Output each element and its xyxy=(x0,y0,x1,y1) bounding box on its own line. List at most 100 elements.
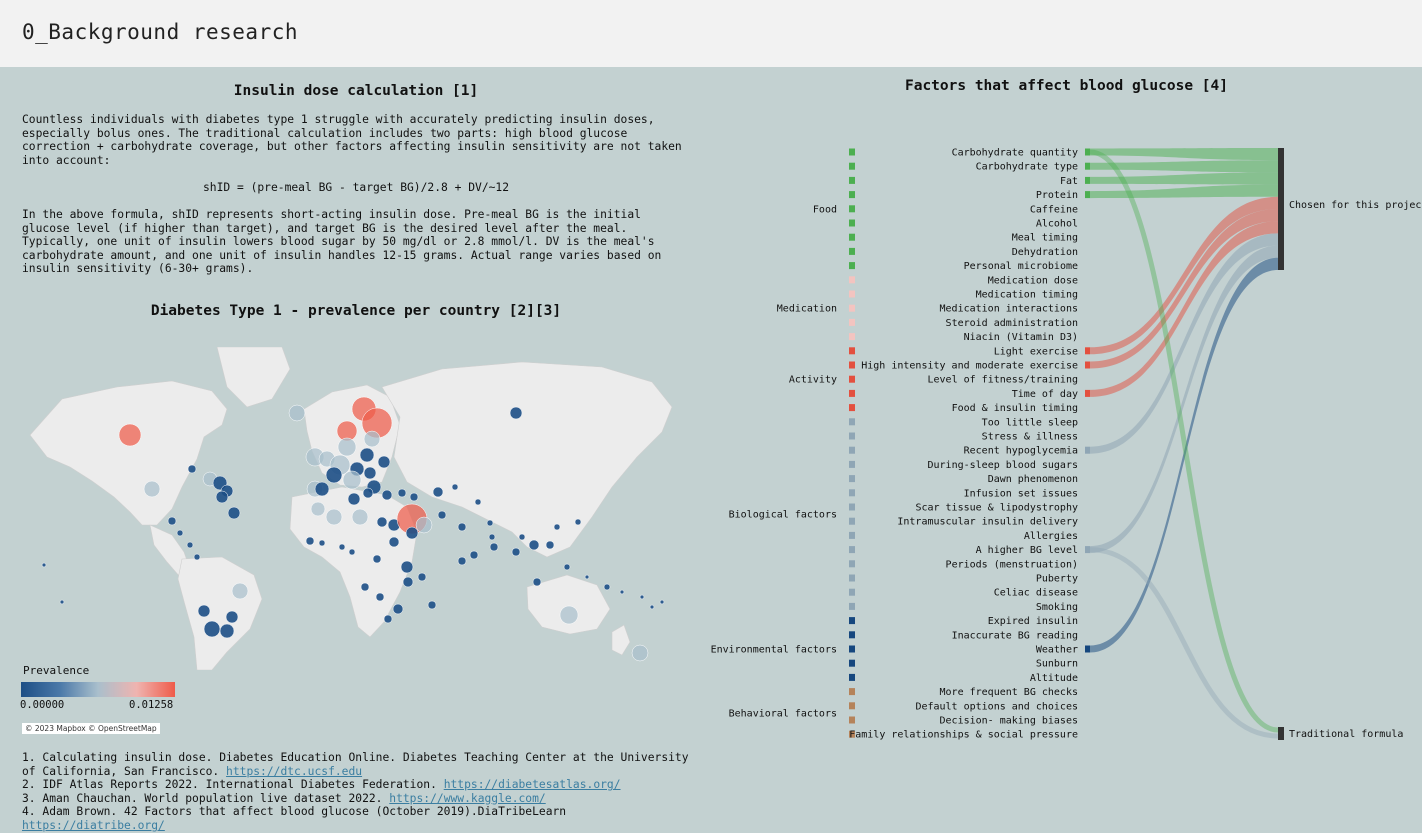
country-bubble[interactable] xyxy=(488,533,496,541)
flow-to-chosen[interactable] xyxy=(1090,184,1278,199)
sankey-group-node[interactable] xyxy=(849,517,855,525)
flow-to-chosen[interactable] xyxy=(1090,160,1278,173)
flow-to-chosen[interactable] xyxy=(1090,245,1278,554)
country-bubble[interactable] xyxy=(193,553,201,561)
country-bubble[interactable] xyxy=(584,574,590,580)
sankey-group-node[interactable] xyxy=(849,219,855,227)
country-bubble[interactable] xyxy=(197,604,211,618)
sankey-factor-node[interactable] xyxy=(1085,389,1090,397)
sankey-group-node[interactable] xyxy=(849,176,855,184)
sankey-group-node[interactable] xyxy=(849,631,855,639)
prevalence-map[interactable] xyxy=(22,347,678,670)
sankey-group-node[interactable] xyxy=(849,361,855,369)
country-bubble[interactable] xyxy=(41,562,47,568)
country-bubble[interactable] xyxy=(372,554,382,564)
sankey-group-node[interactable] xyxy=(849,503,855,511)
country-bubble[interactable] xyxy=(432,486,444,498)
country-bubble[interactable] xyxy=(305,536,315,546)
country-bubble[interactable] xyxy=(559,605,579,625)
country-bubble[interactable] xyxy=(362,487,374,499)
sankey-group-node[interactable] xyxy=(849,546,855,554)
sankey-group-node[interactable] xyxy=(849,389,855,397)
country-bubble[interactable] xyxy=(409,492,419,502)
country-bubble[interactable] xyxy=(375,592,385,602)
country-bubble[interactable] xyxy=(402,576,414,588)
country-bubble[interactable] xyxy=(143,480,161,498)
sankey-group-node[interactable] xyxy=(849,404,855,412)
sankey-group-node[interactable] xyxy=(849,276,855,284)
country-bubble[interactable] xyxy=(574,518,582,526)
flow-to-chosen[interactable] xyxy=(1090,233,1278,454)
country-bubble[interactable] xyxy=(392,603,404,615)
sankey-factor-node[interactable] xyxy=(1085,176,1090,184)
country-bubble[interactable] xyxy=(203,620,221,638)
country-bubble[interactable] xyxy=(225,610,239,624)
sankey-group-node[interactable] xyxy=(849,489,855,497)
country-bubble[interactable] xyxy=(376,516,388,528)
sankey-group-node[interactable] xyxy=(849,318,855,326)
country-bubble[interactable] xyxy=(545,540,555,550)
factors-sankey-chart[interactable]: Food Medication Activity Biological factors… xyxy=(700,67,1422,781)
country-bubble[interactable] xyxy=(314,481,330,497)
sankey-group-node[interactable] xyxy=(849,688,855,696)
country-bubble[interactable] xyxy=(400,560,414,574)
sankey-group-node[interactable] xyxy=(849,602,855,610)
sankey-group-node[interactable] xyxy=(849,475,855,483)
sankey-factor-node[interactable] xyxy=(1085,446,1090,454)
country-bubble[interactable] xyxy=(348,548,356,556)
country-bubble[interactable] xyxy=(59,599,65,605)
reference-3-link[interactable]: https://www.kaggle.com/ xyxy=(389,791,546,805)
sankey-factor-node[interactable] xyxy=(1085,546,1090,554)
country-bubble[interactable] xyxy=(310,501,326,517)
country-bubble[interactable] xyxy=(219,623,235,639)
flow-to-traditional[interactable] xyxy=(1089,149,1279,733)
sankey-group-node[interactable] xyxy=(849,673,855,681)
sankey-group-node[interactable] xyxy=(849,290,855,298)
country-bubble[interactable] xyxy=(359,447,375,463)
country-bubble[interactable] xyxy=(659,599,665,605)
country-bubble[interactable] xyxy=(381,489,393,501)
country-bubble[interactable] xyxy=(360,582,370,592)
country-bubble[interactable] xyxy=(631,644,649,662)
country-bubble[interactable] xyxy=(489,542,499,552)
country-bubble[interactable] xyxy=(619,589,625,595)
country-bubble[interactable] xyxy=(187,464,197,474)
country-bubble[interactable] xyxy=(397,488,407,498)
sankey-group-node[interactable] xyxy=(849,333,855,341)
sankey-group-node[interactable] xyxy=(849,716,855,724)
flow-to-chosen[interactable] xyxy=(1090,196,1278,355)
country-bubble[interactable] xyxy=(405,526,419,540)
country-bubble[interactable] xyxy=(363,430,381,448)
country-bubble[interactable] xyxy=(325,466,343,484)
country-bubble[interactable] xyxy=(363,466,377,480)
reference-2-link[interactable]: https://diabetesatlas.org/ xyxy=(443,778,621,792)
sankey-group-node[interactable] xyxy=(849,531,855,539)
sankey-factor-node[interactable] xyxy=(1085,347,1090,355)
country-bubble[interactable] xyxy=(176,529,184,537)
country-bubble[interactable] xyxy=(337,437,357,457)
sankey-group-node[interactable] xyxy=(849,560,855,568)
country-bubble[interactable] xyxy=(347,492,361,506)
country-bubble[interactable] xyxy=(167,516,177,526)
flow-to-chosen[interactable] xyxy=(1090,148,1278,161)
country-bubble[interactable] xyxy=(186,541,194,549)
flow-to-traditional[interactable] xyxy=(1089,547,1279,739)
sankey-group-node[interactable] xyxy=(849,432,855,440)
sankey-group-node[interactable] xyxy=(849,205,855,213)
country-bubble[interactable] xyxy=(486,519,494,527)
sankey-group-node[interactable] xyxy=(849,191,855,199)
country-bubble[interactable] xyxy=(451,483,459,491)
country-bubble[interactable] xyxy=(215,490,229,504)
country-bubble[interactable] xyxy=(351,508,369,526)
country-bubble[interactable] xyxy=(649,604,655,610)
sankey-group-node[interactable] xyxy=(849,659,855,667)
country-bubble[interactable] xyxy=(417,572,427,582)
sankey-group-node[interactable] xyxy=(849,645,855,653)
sankey-group-node[interactable] xyxy=(849,702,855,710)
flow-to-chosen[interactable] xyxy=(1090,221,1278,397)
target-node-traditional[interactable] xyxy=(1278,727,1284,740)
country-bubble[interactable] xyxy=(469,550,479,560)
sankey-group-node[interactable] xyxy=(849,588,855,596)
sankey-group-node[interactable] xyxy=(849,162,855,170)
sankey-group-node[interactable] xyxy=(849,375,855,383)
